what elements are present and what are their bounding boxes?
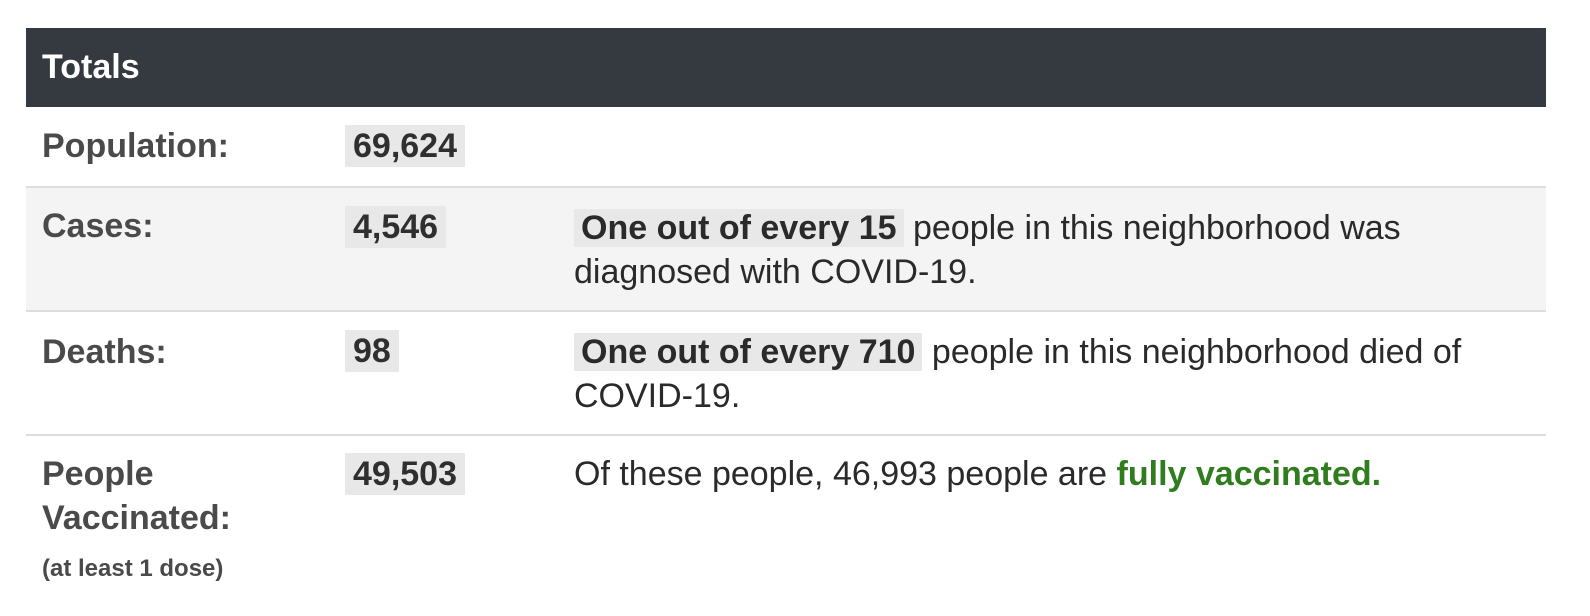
vaccinated-description: Of these people, 46,993 people are fully…	[574, 452, 1506, 496]
cases-ratio-highlight: One out of every 15	[574, 209, 904, 247]
cases-row: Cases: 4,546 One out of every 15 people …	[26, 188, 1546, 312]
vaccinated-sub-label: (at least 1 dose)	[42, 555, 224, 582]
fully-vaccinated-text: fully vaccinated.	[1116, 455, 1382, 493]
cases-label: Cases:	[42, 207, 154, 245]
vaccinated-description-text: Of these people, 46,993 people are	[574, 455, 1117, 493]
deaths-description: One out of every 710 people in this neig…	[574, 330, 1506, 418]
cases-value: 4,546	[345, 206, 447, 248]
deaths-ratio-highlight: One out of every 710	[574, 333, 923, 371]
totals-header-label: Totals	[42, 48, 140, 86]
vaccinated-row: People Vaccinated: (at least 1 dose) 49,…	[26, 436, 1546, 616]
cases-description: One out of every 15 people in this neigh…	[574, 206, 1506, 294]
totals-table: Totals Population: 69,624 Cases: 4,546 O…	[26, 28, 1546, 616]
deaths-row: Deaths: 98 One out of every 710 people i…	[26, 312, 1546, 436]
vaccinated-value: 49,503	[345, 453, 465, 495]
population-row: Population: 69,624	[26, 107, 1546, 188]
population-label: Population:	[42, 127, 229, 165]
deaths-label: Deaths:	[42, 333, 167, 371]
cases-description-text: people in this neighborhood was diagnose…	[574, 209, 1401, 291]
deaths-description-text: people in this neighborhood died of COVI…	[574, 333, 1462, 415]
deaths-value: 98	[345, 330, 399, 372]
population-value: 69,624	[345, 125, 465, 167]
vaccinated-label-group: People Vaccinated: (at least 1 dose)	[42, 452, 272, 584]
vaccinated-label: People Vaccinated:	[42, 455, 231, 537]
totals-header: Totals	[26, 28, 1546, 107]
